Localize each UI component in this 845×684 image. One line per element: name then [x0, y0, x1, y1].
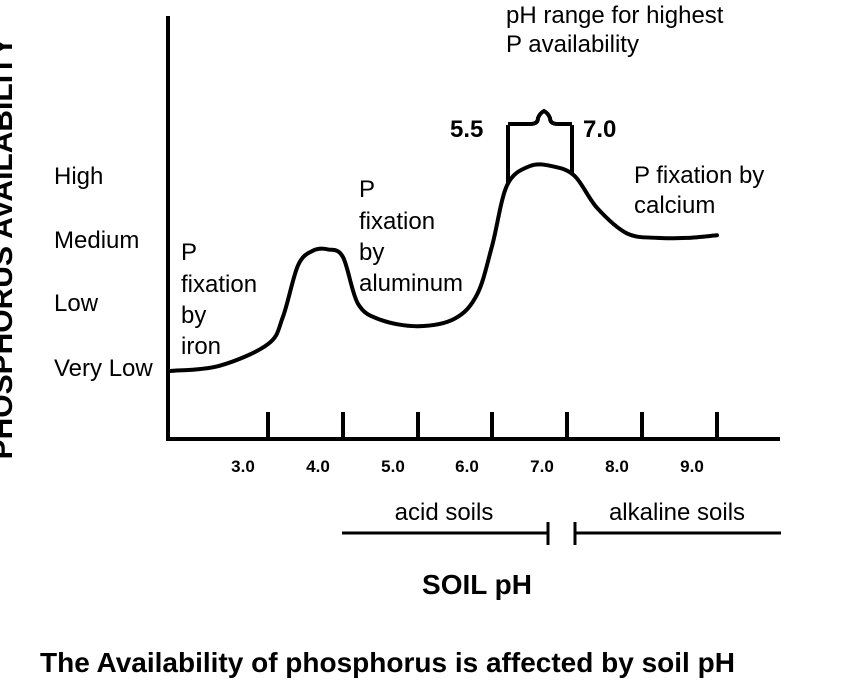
x-tick-labels: 3.0 4.0 5.0 6.0 7.0 8.0 9.0 — [231, 457, 704, 476]
peak-note-line-2: P availability — [506, 31, 639, 58]
aluminum-note-line-1: P — [359, 176, 375, 203]
aluminum-note-line-4: aluminum — [359, 270, 463, 297]
range-low-label: 5.5 — [450, 116, 483, 143]
aluminum-note-line-2: fixation — [359, 208, 435, 235]
calcium-note-line-2: calcium — [634, 192, 715, 219]
peak-note-line-1: pH range for highest — [506, 2, 724, 29]
iron-note-line-4: iron — [181, 333, 221, 360]
x-tick-label: 9.0 — [680, 457, 704, 476]
range-high-label: 7.0 — [583, 116, 616, 143]
iron-note-line-3: by — [181, 302, 206, 329]
iron-note-line-2: fixation — [181, 271, 257, 298]
calcium-note-line-1: P fixation by — [634, 162, 764, 189]
chart-title: The Availability of phosphorus is affect… — [40, 647, 735, 678]
acid-soils-label: acid soils — [395, 499, 494, 526]
availability-curve — [168, 162, 719, 373]
iron-note-line-1: P — [181, 239, 197, 266]
y-level-high: High — [54, 163, 103, 190]
y-level-medium: Medium — [54, 227, 139, 254]
x-tick-label: 3.0 — [231, 457, 255, 476]
x-tick-label: 5.0 — [381, 457, 405, 476]
x-tick-label: 6.0 — [455, 457, 479, 476]
alkaline-soils-label: alkaline soils — [609, 499, 745, 526]
aluminum-note-line-3: by — [359, 239, 384, 266]
x-tick-marks — [266, 412, 719, 440]
acid-soils-range-bar — [342, 522, 550, 545]
x-tick-label: 8.0 — [605, 457, 629, 476]
x-axis-title: SOIL pH — [422, 569, 532, 600]
y-level-low: Low — [54, 290, 99, 317]
y-level-very-low: Very Low — [54, 355, 153, 382]
x-tick-label: 7.0 — [530, 457, 554, 476]
y-axis-title: PHOSPHORUS AVAILABILITY — [0, 37, 19, 460]
alkaline-soils-range-bar — [573, 522, 781, 545]
x-tick-label: 4.0 — [306, 457, 330, 476]
peak-range-bracket — [506, 108, 574, 183]
